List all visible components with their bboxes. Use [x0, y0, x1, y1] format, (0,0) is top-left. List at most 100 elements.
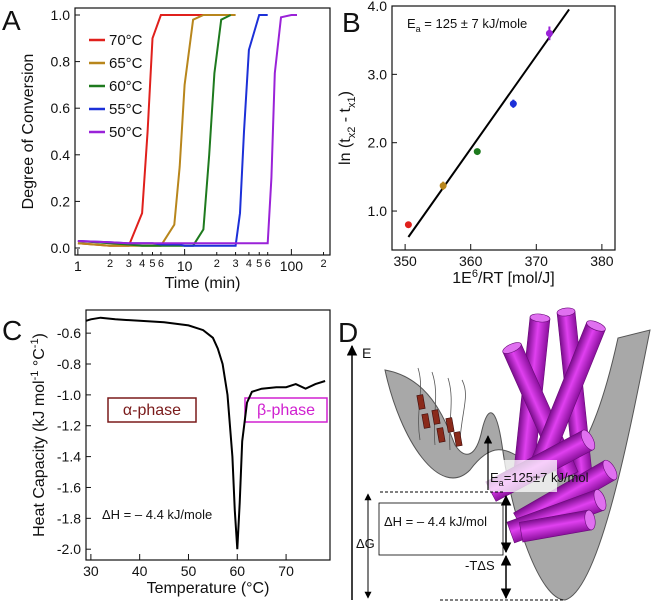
text: -1: [29, 371, 41, 381]
point: [509, 100, 517, 108]
data-line: [77, 14, 236, 247]
x-tick-label: 2: [214, 258, 220, 270]
x-tick-label: 5: [256, 258, 262, 270]
y-tick-label: -0.6: [57, 325, 81, 341]
x-axis-label: Time (min): [165, 275, 241, 292]
y-tick-label: 0.6: [51, 100, 71, 116]
x-tick-label: 360: [459, 253, 483, 269]
y-tick-label: -1.8: [57, 510, 81, 526]
text: =125±7 kJ/mol: [504, 470, 589, 485]
y-tick-label: 0.2: [51, 193, 71, 209]
x-tick-label: 370: [525, 253, 549, 269]
x-tick-label: 40: [132, 563, 148, 579]
y-tick-label: 0.0: [51, 240, 71, 256]
diagram: D E Ea=125±7 kJ/mol ΔH = – 4.4 kJ/mol ΔG…: [338, 307, 651, 601]
text: = 125 ± 7 kJ/mole: [421, 16, 528, 31]
plot-frame: [391, 5, 616, 251]
y-tick-label: -2.0: [57, 541, 81, 557]
alpha-box: α-phase: [107, 397, 197, 423]
x-tick-label: 4: [139, 258, 145, 270]
y-tick-label: 0.8: [51, 54, 71, 70]
point: [473, 148, 481, 156]
plot-frame: [74, 7, 331, 256]
point: [404, 221, 412, 229]
x-tick-label: 3: [126, 258, 132, 270]
text: ln (t: [337, 138, 354, 165]
y-tick-label: 1.0: [51, 7, 71, 23]
y-tick-label: -1.2: [57, 418, 81, 434]
axis-label: 1E6/RT [mol/J]: [452, 268, 554, 287]
legend-label: 65°C: [109, 55, 143, 72]
text: E: [490, 470, 499, 485]
x-tick-label: 10: [177, 258, 193, 274]
panel-label: C: [2, 315, 22, 346]
text: 1E: [452, 270, 472, 287]
x-tick-label: 6: [158, 258, 164, 270]
x-tick-label: 6: [265, 258, 271, 270]
free-energy-label: ΔG: [356, 536, 375, 551]
plot-frame: [85, 309, 331, 561]
text: 6: [472, 268, 478, 280]
annotation: β-phase: [257, 402, 315, 419]
y-tick-label: 4.0: [368, 0, 388, 14]
alpha-rods: [416, 394, 463, 447]
x-tick-label: 1: [74, 258, 82, 274]
axis-label: E: [362, 345, 371, 361]
x-tick-label: 100: [280, 258, 304, 274]
text: x2: [346, 127, 358, 139]
data-line: [77, 14, 232, 247]
y-tick-label: -0.8: [57, 356, 81, 372]
point: [545, 29, 553, 37]
y-axis-label: Degree of Conversion: [20, 54, 37, 210]
barrier-label: Ea=125±7 kJ/mol: [490, 470, 589, 488]
y-tick-label: 0.4: [51, 147, 71, 163]
label-box: [485, 460, 557, 492]
data-line: [77, 14, 231, 247]
text: /RT [mol/J]: [478, 270, 555, 287]
y-tick-label: -1.6: [57, 479, 81, 495]
text: - t: [337, 107, 354, 126]
text: E: [407, 16, 416, 31]
x-tick-label: 3: [232, 258, 238, 270]
data-line: [85, 316, 326, 550]
annotation: ΔH = – 4.4 kJ/mole: [102, 507, 212, 522]
x-tick-label: 4: [246, 258, 252, 270]
y-tick-label: 1.0: [368, 203, 388, 219]
y-tick-label: 2.0: [368, 135, 388, 151]
x-tick-label: 2: [320, 258, 326, 270]
text: x1: [346, 96, 358, 108]
axis-label: ln (tx2 - tx1): [337, 91, 358, 165]
annotation: α-phase: [123, 402, 181, 419]
text: ): [31, 333, 48, 338]
legend-label: 55°C: [109, 101, 143, 118]
fit-line: [407, 8, 570, 238]
legend-label: 60°C: [109, 78, 143, 95]
x-tick-label: 70: [278, 563, 294, 579]
text: -1: [29, 338, 41, 348]
entropy-label: -TΔS: [465, 558, 495, 573]
text: ): [337, 91, 354, 96]
y-tick-label: -1.4: [57, 449, 81, 465]
x-tick-label: 350: [393, 253, 417, 269]
y-tick-label: 3.0: [368, 66, 388, 82]
panel-label: A: [2, 5, 21, 36]
data-line: [77, 14, 268, 247]
panel-label: D: [338, 317, 358, 348]
x-tick-label: 380: [590, 253, 614, 269]
axis-label: Heat Capacity (kJ mol-1 °C-1): [29, 333, 48, 537]
text: Heat Capacity (kJ mol: [31, 380, 48, 537]
panel-label: B: [342, 7, 361, 38]
text: °C: [31, 348, 48, 370]
text: a: [499, 478, 504, 488]
x-tick-label: 2: [107, 258, 113, 270]
x-tick-label: 30: [83, 563, 99, 579]
label-box: [378, 502, 504, 556]
x-tick-label: 60: [229, 563, 245, 579]
x-axis-label: Temperature (°C): [147, 580, 270, 597]
data-line: [77, 14, 297, 245]
y-tick-label: -1.0: [57, 387, 81, 403]
x-tick-label: 50: [181, 563, 197, 579]
annotation: Ea = 125 ± 7 kJ/mole: [407, 16, 527, 34]
text: a: [416, 24, 421, 34]
